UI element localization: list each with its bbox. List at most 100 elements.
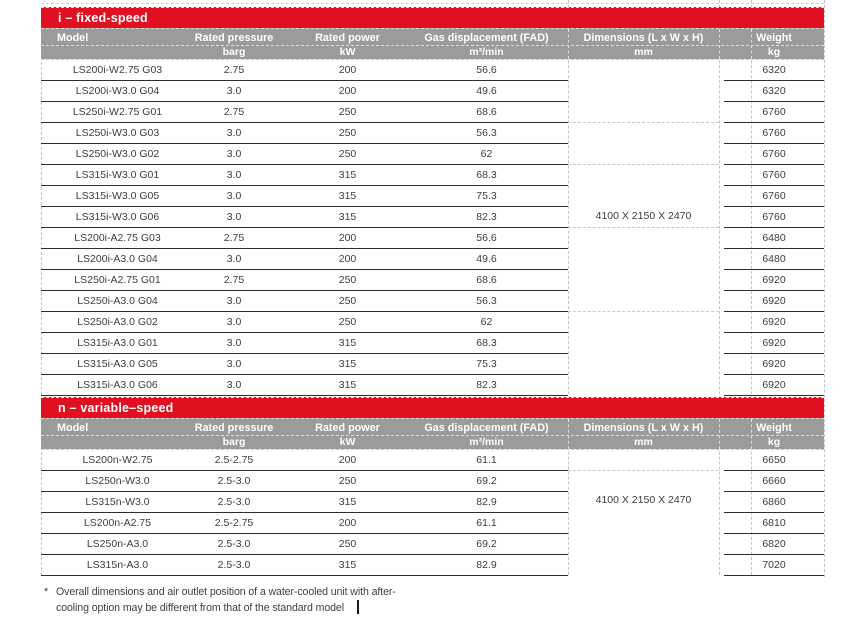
- model-cell: LS250i-W3.0 G03: [41, 123, 178, 144]
- col-header-dims: Dimensions (L x W x H): [583, 32, 704, 44]
- header-grid-line: [719, 419, 720, 449]
- power-cell: 315: [290, 375, 405, 396]
- fad-cell: 56.3: [405, 291, 568, 312]
- fad-cell: 82.9: [405, 492, 568, 513]
- fad-cell: 68.3: [405, 333, 568, 354]
- table-row: LS200n-A2.75 2.5-2.75 200 61.1 6810: [41, 513, 824, 534]
- footnote-text: Overall dimensions and air outlet positi…: [56, 586, 396, 615]
- grid-line-table-left: [41, 7, 42, 575]
- model-cell: LS250i-A3.0 G04: [41, 291, 178, 312]
- table-row: LS315i-W3.0 G01 3.0 315 68.3 6760: [41, 165, 824, 186]
- pressure-cell: 3.0: [178, 291, 290, 312]
- pressure-cell: 3.0: [178, 249, 290, 270]
- table-row: LS250i-A3.0 G04 3.0 250 56.3 6920: [41, 291, 824, 312]
- col-header-dims: Dimensions (L x W x H): [583, 422, 704, 434]
- fad-cell: 69.2: [405, 534, 568, 555]
- power-cell: 250: [290, 291, 405, 312]
- model-cell: LS315n-W3.0: [41, 492, 178, 513]
- fad-cell: 68.6: [405, 270, 568, 291]
- dims-cell: [568, 81, 719, 102]
- table-row: LS250i-W2.75 G01 2.75 250 68.6 6760: [41, 102, 824, 123]
- power-cell: 315: [290, 333, 405, 354]
- col-unit-fad: m³/min: [469, 46, 504, 58]
- model-cell: LS200i-W3.0 G04: [41, 81, 178, 102]
- col-header-power: Rated power: [315, 422, 380, 434]
- col-unit-weight: kg: [767, 436, 781, 448]
- col-unit-dims: mm: [634, 46, 653, 58]
- fad-cell: 61.1: [405, 513, 568, 534]
- col-unit-pressure: barg: [222, 436, 246, 448]
- weight-cell: 6920: [724, 270, 824, 291]
- pressure-cell: 3.0: [178, 312, 290, 333]
- header-grid-line: [568, 419, 569, 449]
- pressure-cell: 3.0: [178, 144, 290, 165]
- table-row: LS315i-A3.0 G05 3.0 315 75.3 6920: [41, 354, 824, 375]
- col-unit-power: kW: [339, 46, 356, 58]
- dims-cell: [568, 123, 719, 144]
- weight-cell: 6760: [724, 102, 824, 123]
- fad-cell: 49.6: [405, 81, 568, 102]
- dims-cell: [568, 312, 719, 333]
- model-cell: LS315n-A3.0: [41, 555, 178, 576]
- weight-cell: 6660: [724, 471, 824, 492]
- pressure-cell: 2.75: [178, 228, 290, 249]
- col-header-power: Rated power: [315, 32, 380, 44]
- dims-cell: [568, 60, 719, 81]
- spec-table-fixed-speed: i – fixed-speed Model Rated pressure Rat…: [41, 7, 824, 396]
- dims-cell: [568, 102, 719, 123]
- weight-cell: 6860: [724, 492, 824, 513]
- dims-cell: [568, 270, 719, 291]
- col-unit-power: kW: [339, 436, 356, 448]
- dims-cell: [568, 375, 719, 396]
- model-cell: LS315i-A3.0 G05: [41, 354, 178, 375]
- section-header-variable-speed: n – variable–speed: [41, 397, 824, 418]
- table-row: LS200i-A3.0 G04 3.0 200 49.6 6480: [41, 249, 824, 270]
- fad-cell: 82.3: [405, 207, 568, 228]
- model-cell: LS200i-W2.75 G03: [41, 60, 178, 81]
- weight-cell: 6320: [724, 60, 824, 81]
- footnote-line-1: Overall dimensions and air outlet positi…: [56, 586, 396, 598]
- table-row: LS315n-W3.0 2.5-3.0 315 82.9 6860: [41, 492, 824, 513]
- table-row: LS200i-W3.0 G04 3.0 200 49.6 6320: [41, 81, 824, 102]
- header-grid-line: [751, 29, 752, 59]
- model-cell: LS200n-W2.75: [41, 450, 178, 471]
- model-cell: LS315i-W3.0 G06: [41, 207, 178, 228]
- grid-line-horizontal: [41, 3, 824, 4]
- dims-cell: [568, 144, 719, 165]
- fad-cell: 82.9: [405, 555, 568, 576]
- fad-cell: 82.3: [405, 375, 568, 396]
- table-row: LS315n-A3.0 2.5-3.0 315 82.9 7020: [41, 555, 824, 576]
- weight-cell: 6480: [724, 228, 824, 249]
- pressure-cell: 2.5-3.0: [178, 534, 290, 555]
- table-row: LS315i-W3.0 G05 3.0 315 75.3 6760: [41, 186, 824, 207]
- col-unit-weight: kg: [767, 46, 781, 58]
- fad-cell: 68.3: [405, 165, 568, 186]
- col-header-fad: Gas displacement (FAD): [424, 32, 549, 44]
- model-cell: LS200i-A3.0 G04: [41, 249, 178, 270]
- weight-cell: 6920: [724, 291, 824, 312]
- fad-cell: 62: [405, 144, 568, 165]
- spec-table-variable-speed: n – variable–speed Model Rated pressure …: [41, 397, 824, 576]
- dims-cell: [568, 450, 719, 471]
- power-cell: 250: [290, 144, 405, 165]
- power-cell: 315: [290, 207, 405, 228]
- model-cell: LS250i-A3.0 G02: [41, 312, 178, 333]
- fad-cell: 49.6: [405, 249, 568, 270]
- power-cell: 250: [290, 534, 405, 555]
- text-cursor: [356, 599, 359, 614]
- footnote-marker: *: [44, 586, 49, 598]
- dims-cell: [568, 249, 719, 270]
- section-title: n – variable–speed: [58, 401, 174, 415]
- power-cell: 200: [290, 249, 405, 270]
- fad-cell: 75.3: [405, 186, 568, 207]
- header-grid-line: [719, 29, 720, 59]
- grid-line-weight-left: [751, 0, 752, 575]
- fad-cell: 56.6: [405, 60, 568, 81]
- weight-cell: 6810: [724, 513, 824, 534]
- weight-cell: 6760: [724, 165, 824, 186]
- table-row: LS200i-A2.75 G03 2.75 200 56.6 6480: [41, 228, 824, 249]
- pressure-cell: 3.0: [178, 186, 290, 207]
- power-cell: 250: [290, 270, 405, 291]
- fad-cell: 62: [405, 312, 568, 333]
